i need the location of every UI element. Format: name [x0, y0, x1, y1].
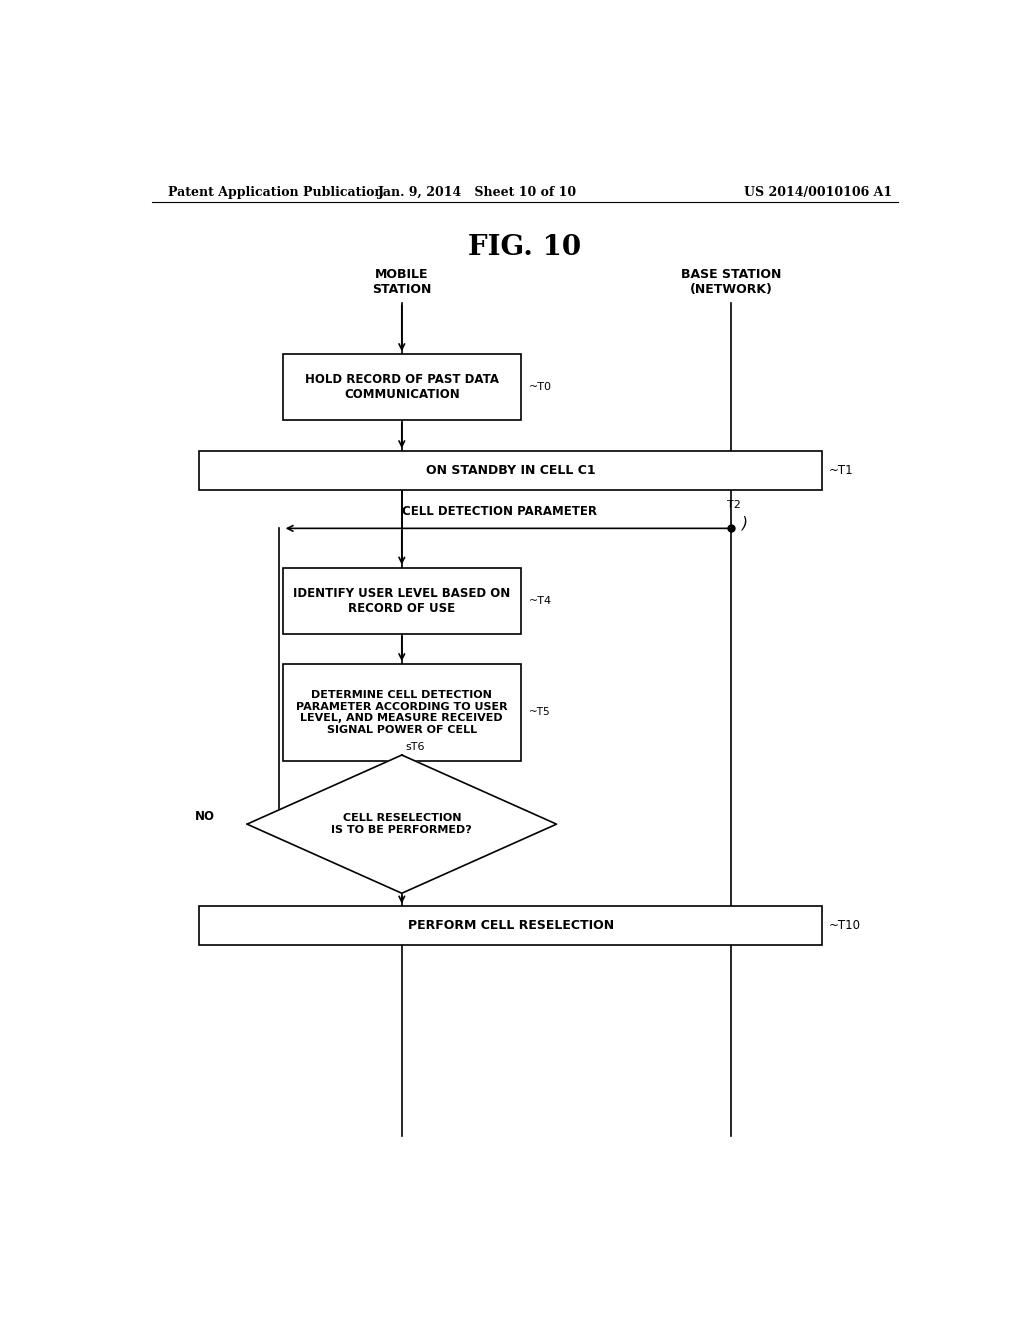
- Text: sT6: sT6: [406, 742, 425, 752]
- Text: US 2014/0010106 A1: US 2014/0010106 A1: [744, 186, 893, 199]
- Text: CELL DETECTION PARAMETER: CELL DETECTION PARAMETER: [401, 506, 597, 519]
- Text: Jan. 9, 2014   Sheet 10 of 10: Jan. 9, 2014 Sheet 10 of 10: [378, 186, 577, 199]
- Text: FIG. 10: FIG. 10: [468, 235, 582, 261]
- Text: YES: YES: [412, 906, 436, 919]
- Text: DETERMINE CELL DETECTION
PARAMETER ACCORDING TO USER
LEVEL, AND MEASURE RECEIVED: DETERMINE CELL DETECTION PARAMETER ACCOR…: [296, 690, 508, 735]
- Text: PERFORM CELL RESELECTION: PERFORM CELL RESELECTION: [408, 919, 614, 932]
- Text: ON STANDBY IN CELL C1: ON STANDBY IN CELL C1: [426, 463, 596, 477]
- Text: ~T10: ~T10: [828, 919, 861, 932]
- FancyBboxPatch shape: [283, 568, 521, 634]
- Text: ~T1: ~T1: [828, 463, 853, 477]
- Text: T2: T2: [727, 500, 741, 510]
- Text: ~T4: ~T4: [528, 595, 552, 606]
- FancyBboxPatch shape: [200, 907, 822, 945]
- Text: CELL RESELECTION
IS TO BE PERFORMED?: CELL RESELECTION IS TO BE PERFORMED?: [332, 813, 472, 836]
- Text: BASE STATION
(NETWORK): BASE STATION (NETWORK): [681, 268, 781, 297]
- Text: ~T0: ~T0: [528, 381, 552, 392]
- Text: Patent Application Publication: Patent Application Publication: [168, 186, 383, 199]
- Text: ~T5: ~T5: [528, 708, 550, 717]
- Polygon shape: [247, 755, 557, 894]
- FancyBboxPatch shape: [200, 451, 822, 490]
- Text: MOBILE
STATION: MOBILE STATION: [372, 268, 431, 297]
- FancyBboxPatch shape: [283, 664, 521, 760]
- FancyBboxPatch shape: [283, 354, 521, 420]
- Text: HOLD RECORD OF PAST DATA
COMMUNICATION: HOLD RECORD OF PAST DATA COMMUNICATION: [305, 374, 499, 401]
- Text: ): ): [742, 516, 749, 531]
- Text: NO: NO: [196, 809, 215, 822]
- Text: IDENTIFY USER LEVEL BASED ON
RECORD OF USE: IDENTIFY USER LEVEL BASED ON RECORD OF U…: [293, 586, 510, 615]
